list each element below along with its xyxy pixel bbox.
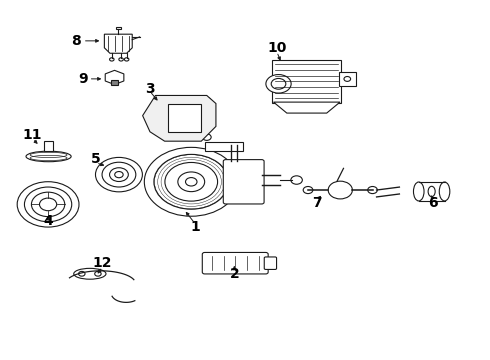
FancyBboxPatch shape [272,59,342,103]
Circle shape [24,187,72,222]
Circle shape [178,172,205,192]
Text: 10: 10 [267,41,287,55]
Circle shape [368,186,377,194]
Text: 11: 11 [23,128,42,142]
Polygon shape [273,102,340,113]
Ellipse shape [26,151,71,162]
Circle shape [271,78,286,89]
Circle shape [202,134,211,140]
Circle shape [17,182,79,227]
Circle shape [102,162,136,187]
Circle shape [165,162,218,201]
Circle shape [179,114,190,122]
Circle shape [344,77,351,81]
Text: 9: 9 [78,72,88,86]
Ellipse shape [439,182,450,201]
Circle shape [291,176,302,184]
Text: 8: 8 [72,34,81,48]
Text: 7: 7 [313,196,322,210]
Circle shape [110,58,114,61]
Text: 5: 5 [91,152,101,166]
Circle shape [40,198,57,211]
Text: 3: 3 [145,82,154,95]
FancyBboxPatch shape [264,257,276,269]
FancyBboxPatch shape [202,252,268,274]
FancyBboxPatch shape [116,27,121,30]
Circle shape [186,177,197,186]
Circle shape [145,147,238,216]
Circle shape [110,168,128,181]
Polygon shape [105,70,124,85]
Text: 1: 1 [190,220,200,234]
Circle shape [124,58,129,61]
Circle shape [328,181,352,199]
Ellipse shape [74,268,106,279]
Polygon shape [168,104,201,132]
Circle shape [119,58,123,61]
Text: 4: 4 [43,214,53,228]
Circle shape [31,192,65,217]
Circle shape [95,271,101,276]
Circle shape [155,98,164,104]
Text: 12: 12 [93,256,112,270]
Ellipse shape [414,182,424,201]
Circle shape [202,98,211,104]
Circle shape [303,186,313,194]
Polygon shape [111,80,118,85]
Circle shape [189,120,199,128]
Circle shape [78,271,85,276]
FancyBboxPatch shape [223,159,264,204]
Circle shape [154,154,229,209]
FancyBboxPatch shape [205,143,243,151]
Circle shape [96,157,143,192]
Circle shape [266,75,291,93]
Ellipse shape [428,186,435,197]
Polygon shape [143,95,216,141]
Circle shape [115,171,123,178]
Text: 6: 6 [428,196,438,210]
Polygon shape [44,141,53,151]
FancyBboxPatch shape [339,72,356,86]
Text: 2: 2 [229,267,239,281]
Polygon shape [104,34,132,53]
